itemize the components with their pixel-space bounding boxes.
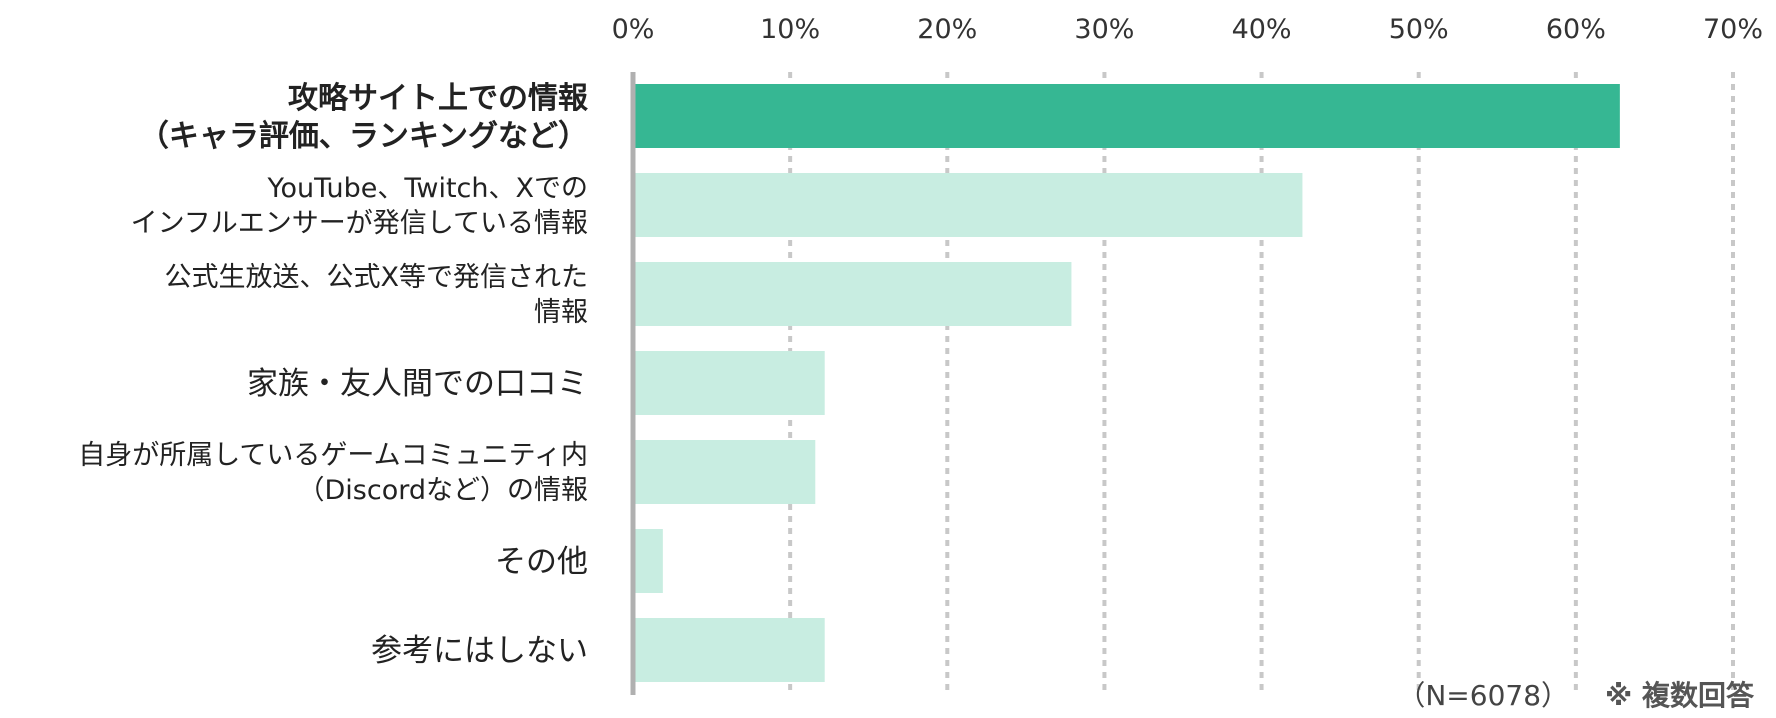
category-label: （キャラ評価、ランキングなど） (139, 119, 588, 154)
category-label: 情報 (534, 297, 588, 328)
category-label: 自身が所属しているゲームコミュニティ内 (78, 440, 588, 471)
bar (633, 173, 1303, 237)
bar (633, 440, 816, 504)
category-labels: 攻略サイト上での情報（キャラ評価、ランキングなど） YouTube、Twitch、… (78, 81, 589, 669)
x-tick-label: 20% (917, 14, 977, 45)
x-tick-label: 30% (1074, 14, 1134, 45)
bar (633, 529, 663, 593)
x-tick-label: 60% (1546, 14, 1606, 45)
x-tick-label: 40% (1232, 14, 1292, 45)
multiple-answer-note: ※ 複数回答 (1605, 679, 1754, 712)
category-label: 参考にはしない (371, 633, 588, 669)
category-label: （Discordなど）の情報 (298, 475, 589, 506)
sample-size-note: （N=6078） (1397, 679, 1570, 712)
bar (633, 618, 825, 682)
category-label: その他 (495, 544, 588, 580)
bar (633, 262, 1072, 326)
bar (633, 351, 825, 415)
category-label: 攻略サイト上での情報 (288, 81, 589, 116)
category-label: 公式生放送、公式X等で発信された (165, 262, 589, 293)
footnote: （N=6078） ※ 複数回答 (1397, 674, 1754, 714)
x-tick-label: 70% (1703, 14, 1763, 45)
x-tick-label: 0% (612, 14, 655, 45)
bar (633, 84, 1620, 148)
x-tick-label: 50% (1389, 14, 1449, 45)
x-axis-tick-labels: 0% 10% 20% 30% 40% 50% 60% 70% (612, 14, 1763, 45)
bars (633, 84, 1620, 682)
gridlines (788, 72, 1735, 695)
x-tick-label: 10% (760, 14, 820, 45)
category-label: 家族・友人間での口コミ (247, 366, 588, 402)
category-label: インフルエンサーが発信している情報 (131, 208, 588, 239)
category-label: YouTube、Twitch、Xでの (267, 173, 588, 204)
